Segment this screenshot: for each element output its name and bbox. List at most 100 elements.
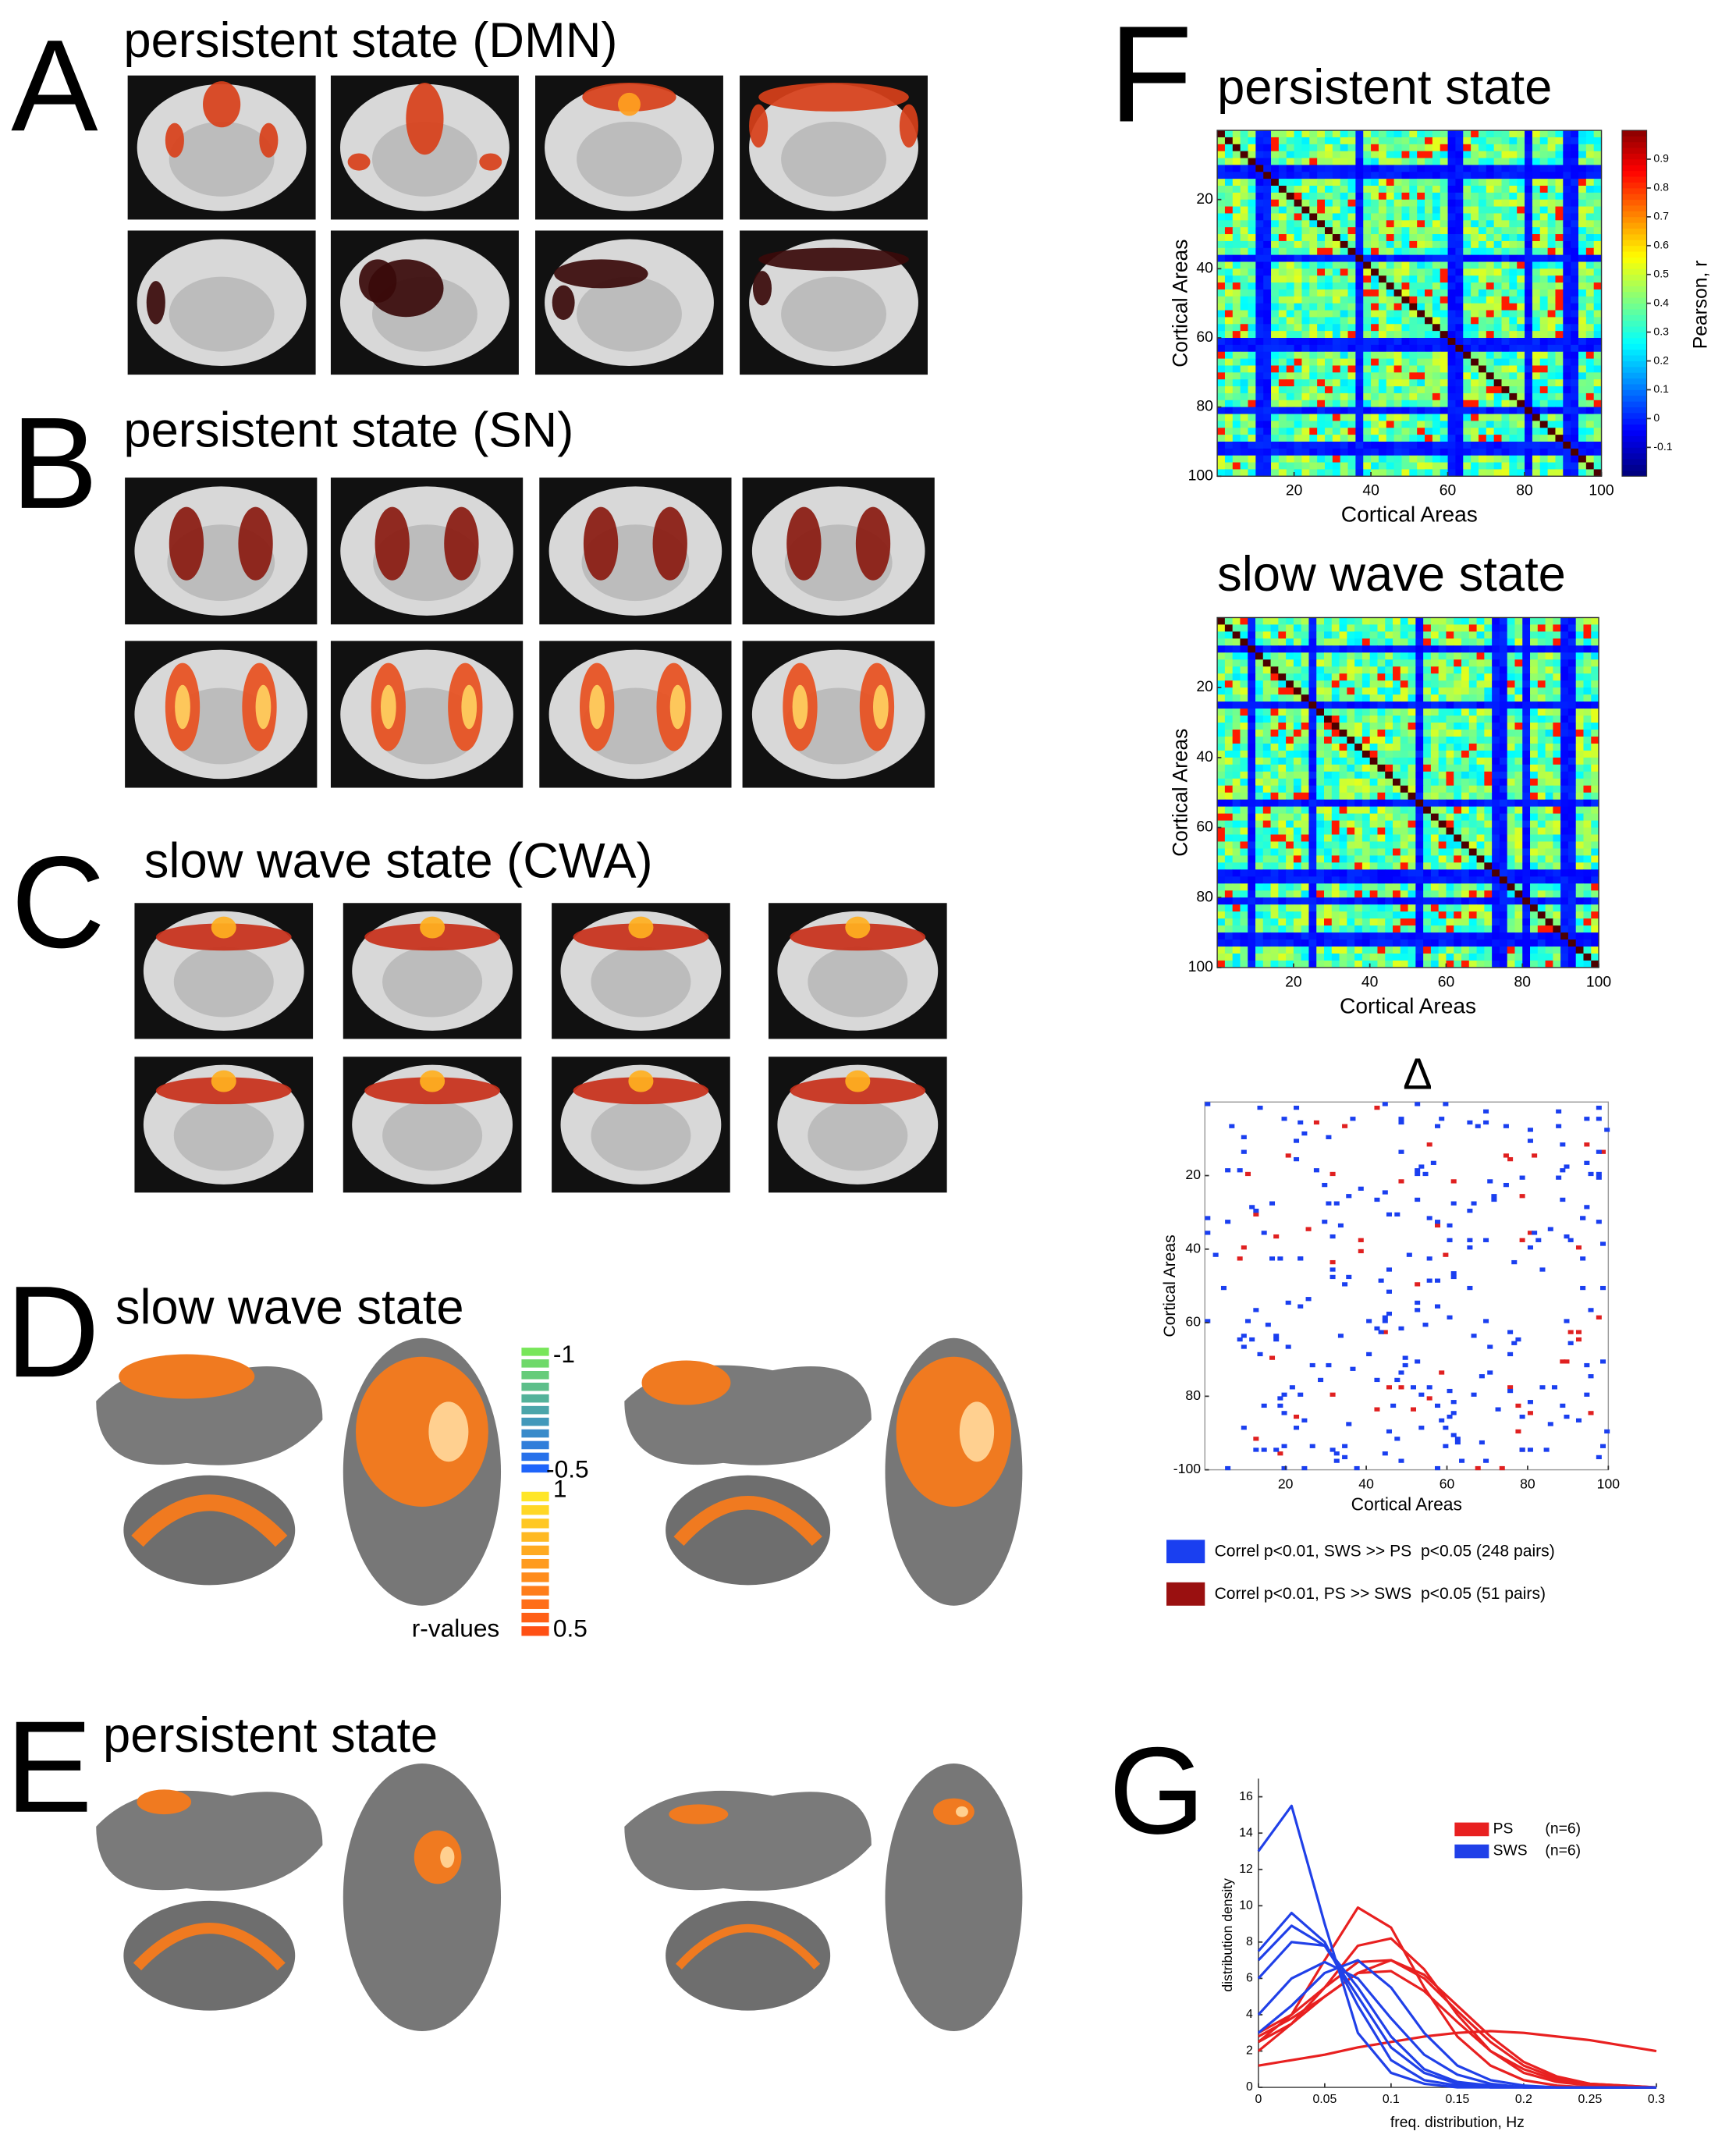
matrix-cell	[1262, 631, 1272, 639]
matrix-cell	[1471, 240, 1479, 249]
matrix-cell	[1455, 303, 1464, 311]
matrix-cell	[1255, 338, 1264, 346]
matrix-cell	[1409, 137, 1418, 145]
matrix-cell	[1476, 827, 1485, 836]
matrix-cell	[1408, 701, 1416, 709]
matrix-cell	[1308, 897, 1317, 905]
matrix-cell	[1217, 827, 1226, 836]
matrix-cell	[1461, 743, 1470, 751]
matrix-cell	[1232, 876, 1241, 884]
matrix-cell	[1317, 358, 1326, 366]
matrix-cell	[1331, 694, 1340, 702]
matrix-cell	[1514, 897, 1523, 905]
matrix-cell	[1409, 351, 1418, 360]
matrix-cell	[1240, 282, 1249, 290]
matrix-cell	[1417, 234, 1425, 242]
matrix-cell	[1522, 764, 1531, 773]
matrix-cell	[1401, 185, 1410, 194]
matrix-cell	[1455, 414, 1464, 421]
matrix-cell	[1476, 750, 1485, 758]
matrix-cell	[1255, 925, 1264, 933]
activation	[420, 916, 446, 939]
matrix-cell	[1248, 310, 1256, 318]
panel-title: persistent state (SN)	[123, 403, 573, 457]
matrix-cell	[1547, 130, 1556, 138]
matrix-cell	[1301, 386, 1310, 394]
matrix-cell	[1263, 407, 1272, 415]
matrix-cell	[1308, 883, 1317, 891]
matrix-cell	[1262, 617, 1272, 625]
matrix-cell	[1270, 869, 1279, 877]
matrix-cell	[1347, 750, 1355, 758]
matrix-cell	[1484, 806, 1493, 815]
matrix-cell	[1484, 673, 1493, 681]
matrix-cell	[1309, 227, 1318, 235]
matrix-cell	[1339, 771, 1347, 780]
matrix-cell	[1270, 645, 1279, 653]
matrix-cell	[1309, 303, 1318, 311]
matrix-cell	[1547, 351, 1556, 360]
matrix-cell	[1347, 372, 1356, 380]
matrix-cell	[1532, 137, 1541, 145]
matrix-cell	[1316, 883, 1325, 891]
matrix-cell	[1425, 435, 1433, 442]
matrix-cell	[1501, 213, 1510, 221]
matrix-cell	[1525, 310, 1533, 318]
matrix-cell	[1270, 827, 1279, 836]
matrix-cell	[1286, 862, 1294, 870]
matrix-cell	[1255, 848, 1264, 856]
matrix-cell	[1461, 617, 1470, 625]
matrix-cell	[1575, 750, 1585, 758]
matrix-cell	[1232, 303, 1241, 311]
matrix-cell	[1555, 392, 1564, 401]
matrix-cell	[1278, 911, 1287, 919]
coronal-view	[123, 1900, 296, 2011]
matrix-cell	[1575, 918, 1585, 926]
activation	[359, 259, 397, 303]
matrix-cell	[1425, 261, 1433, 269]
matrix-cell	[1262, 904, 1272, 912]
matrix-cell	[1501, 462, 1510, 470]
matrix-cell	[1400, 820, 1409, 829]
matrix-cell	[1471, 407, 1479, 415]
matrix-cell	[1324, 254, 1333, 263]
matrix-cell	[1347, 379, 1356, 387]
matrix-cell	[1553, 813, 1561, 822]
matrix-cell	[1255, 469, 1264, 477]
matrix-cell	[1423, 659, 1432, 667]
matrix-cell	[1560, 617, 1569, 625]
matrix-cell	[1248, 659, 1256, 667]
matrix-cell	[1255, 428, 1264, 435]
matrix-cell	[1393, 855, 1401, 863]
matrix-cell	[1486, 213, 1495, 221]
matrix-cell	[1454, 645, 1462, 653]
matrix-cell	[1408, 638, 1416, 646]
matrix-cell	[1492, 659, 1500, 667]
matrix-cell	[1409, 441, 1418, 449]
matrix-cell	[1593, 268, 1603, 276]
matrix-cell	[1293, 918, 1302, 926]
matrix-cell	[1571, 234, 1579, 242]
matrix-cell	[1525, 254, 1533, 263]
matrix-cell	[1255, 372, 1264, 380]
matrix-cell	[1324, 624, 1333, 632]
matrix-cell	[1471, 158, 1479, 165]
matrix-cell	[1371, 351, 1379, 360]
matrix-cell	[1507, 709, 1515, 716]
matrix-cell	[1393, 827, 1401, 836]
matrix-cell	[1555, 407, 1564, 415]
matrix-cell	[1270, 652, 1279, 660]
matrix-cell	[1232, 757, 1241, 765]
matrix-cell	[1248, 220, 1256, 228]
matrix-cell	[1339, 764, 1347, 773]
matrix-cell	[1332, 358, 1341, 366]
matrix-cell	[1248, 400, 1256, 408]
matrix-cell	[1270, 722, 1279, 730]
matrix-cell	[1560, 785, 1569, 794]
matrix-cell	[1331, 792, 1340, 801]
matrix-cell	[1585, 254, 1595, 263]
matrix-cell	[1393, 729, 1401, 737]
matrix-cell	[1553, 890, 1561, 898]
matrix-cell	[1332, 331, 1341, 339]
matrix-cell	[1224, 206, 1234, 214]
